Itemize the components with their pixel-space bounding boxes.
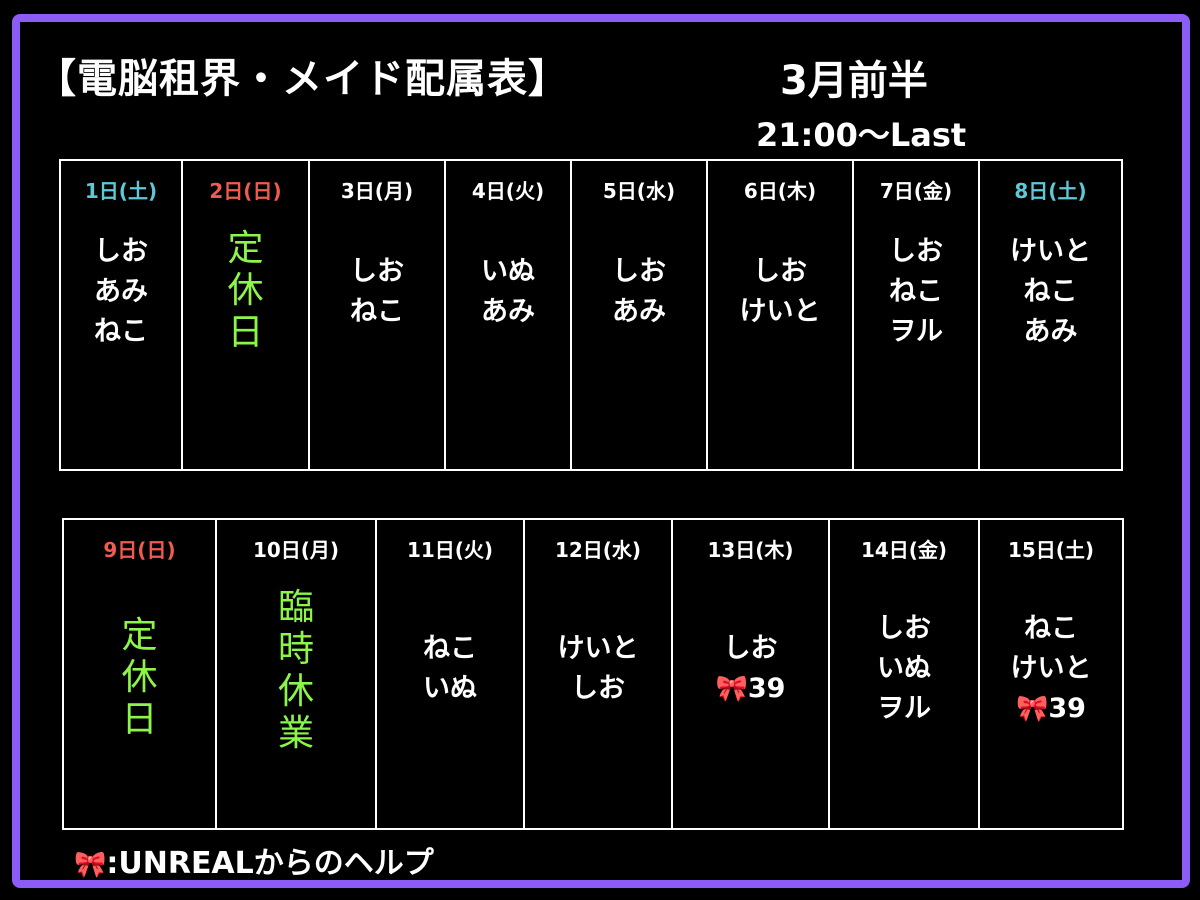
- staff-name: あみ: [1023, 316, 1078, 347]
- day-cell: 10日(月) 臨時休業: [215, 518, 377, 830]
- page-title: 【電脳租界・メイド配属表】: [36, 56, 569, 102]
- staff-list: ねこ いぬ: [377, 629, 523, 709]
- help-entry: 🎀39: [673, 669, 828, 709]
- day-label: 9日(日): [103, 538, 176, 562]
- staff-name: ヲル: [889, 316, 943, 347]
- help-count: 39: [747, 673, 786, 704]
- staff-name: ねこ: [1024, 613, 1078, 644]
- staff-name: けいと: [1010, 653, 1092, 684]
- day-label: 5日(水): [602, 179, 676, 203]
- staff-name: しお: [350, 256, 404, 287]
- staff-name: しお: [571, 673, 625, 704]
- staff-name: しお: [94, 236, 148, 267]
- staff-list: しお いぬ ヲル: [830, 609, 978, 729]
- staff-name: しお: [753, 256, 807, 287]
- help-entry: 🎀39: [980, 689, 1122, 729]
- day-cell: 8日(土) けいと ねこ あみ: [978, 159, 1123, 471]
- staff-name: ねこ: [423, 633, 477, 664]
- staff-name: ねこ: [889, 276, 943, 307]
- staff-name: しお: [723, 633, 778, 664]
- day-label: 6日(木): [743, 179, 817, 203]
- staff-name: いぬ: [877, 653, 931, 684]
- staff-name: ねこ: [350, 296, 404, 327]
- day-label: 15日(土): [1007, 538, 1095, 562]
- ribbon-icon: 🎀: [74, 850, 107, 880]
- staff-name: ねこ: [1023, 276, 1078, 307]
- hours-label: 21:00〜Last: [756, 116, 967, 154]
- day-label: 11日(火): [406, 538, 494, 562]
- day-label: 2日(日): [209, 179, 282, 203]
- day-label: 3日(月): [340, 179, 414, 203]
- staff-list: しお ねこ: [310, 252, 444, 332]
- staff-name: あみ: [94, 276, 148, 307]
- staff-list: いぬ あみ: [446, 252, 570, 332]
- closed-label: 定休日: [121, 615, 158, 740]
- staff-name: あみ: [612, 296, 666, 327]
- staff-name: けいと: [557, 633, 639, 664]
- staff-name: いぬ: [423, 673, 477, 704]
- day-cell: 13日(木) しお 🎀39: [671, 518, 830, 830]
- day-label: 10日(月): [252, 538, 340, 562]
- day-cell: 5日(水) しお あみ: [570, 159, 708, 471]
- staff-list: しお けいと: [708, 252, 852, 332]
- help-count: 39: [1048, 693, 1086, 724]
- day-cell: 7日(金) しお ねこ ヲル: [852, 159, 980, 471]
- day-cell: 6日(木) しお けいと: [706, 159, 854, 471]
- ribbon-icon: 🎀: [715, 674, 748, 704]
- staff-list: ねこ けいと 🎀39: [980, 609, 1122, 729]
- staff-name: しお: [612, 256, 666, 287]
- staff-name: けいと: [1010, 236, 1091, 267]
- week-2-table: 9日(日) 定休日 10日(月) 臨時休業 11日(火) ねこ いぬ 12日(水…: [62, 518, 1124, 830]
- staff-name: しお: [877, 613, 931, 644]
- day-cell: 1日(土) しお あみ ねこ: [59, 159, 183, 471]
- ribbon-icon: 🎀: [1016, 694, 1049, 724]
- day-cell: 9日(日) 定休日: [62, 518, 217, 830]
- day-cell: 12日(水) けいと しお: [523, 518, 673, 830]
- day-label: 12日(水): [554, 538, 642, 562]
- staff-list: しお あみ: [572, 252, 706, 332]
- legend: 🎀:UNREALからのヘルプ: [74, 838, 434, 882]
- staff-list: けいと しお: [525, 629, 671, 709]
- staff-name: あみ: [481, 296, 535, 327]
- day-label: 14日(金): [860, 538, 948, 562]
- day-cell: 4日(火) いぬ あみ: [444, 159, 572, 471]
- staff-name: いぬ: [481, 256, 535, 287]
- staff-name: ねこ: [94, 316, 148, 347]
- staff-list: けいと ねこ あみ: [980, 232, 1121, 352]
- staff-list: しお あみ ねこ: [61, 232, 181, 352]
- closed-label: 臨時休業: [278, 587, 315, 754]
- day-cell: 15日(土) ねこ けいと 🎀39: [978, 518, 1124, 830]
- staff-name: しお: [889, 236, 943, 267]
- staff-name: ヲル: [877, 693, 931, 724]
- day-label: 8日(土): [1014, 179, 1087, 203]
- day-cell: 2日(日) 定休日: [181, 159, 310, 471]
- staff-list: しお ねこ ヲル: [854, 232, 978, 352]
- period-label: 3月前半: [780, 58, 928, 104]
- closed-label: 定休日: [227, 228, 264, 353]
- staff-list: しお 🎀39: [673, 629, 828, 709]
- legend-text: :UNREALからのヘルプ: [106, 846, 434, 881]
- day-label: 4日(火): [471, 179, 545, 203]
- day-label: 13日(木): [707, 538, 794, 562]
- staff-name: けいと: [739, 296, 821, 327]
- day-cell: 3日(月) しお ねこ: [308, 159, 446, 471]
- day-cell: 14日(金) しお いぬ ヲル: [828, 518, 980, 830]
- day-label: 1日(土): [84, 179, 158, 203]
- day-cell: 11日(火) ねこ いぬ: [375, 518, 525, 830]
- day-label: 7日(金): [879, 179, 953, 203]
- week-1-table: 1日(土) しお あみ ねこ 2日(日) 定休日 3日(月) しお ねこ 4日(…: [59, 159, 1123, 471]
